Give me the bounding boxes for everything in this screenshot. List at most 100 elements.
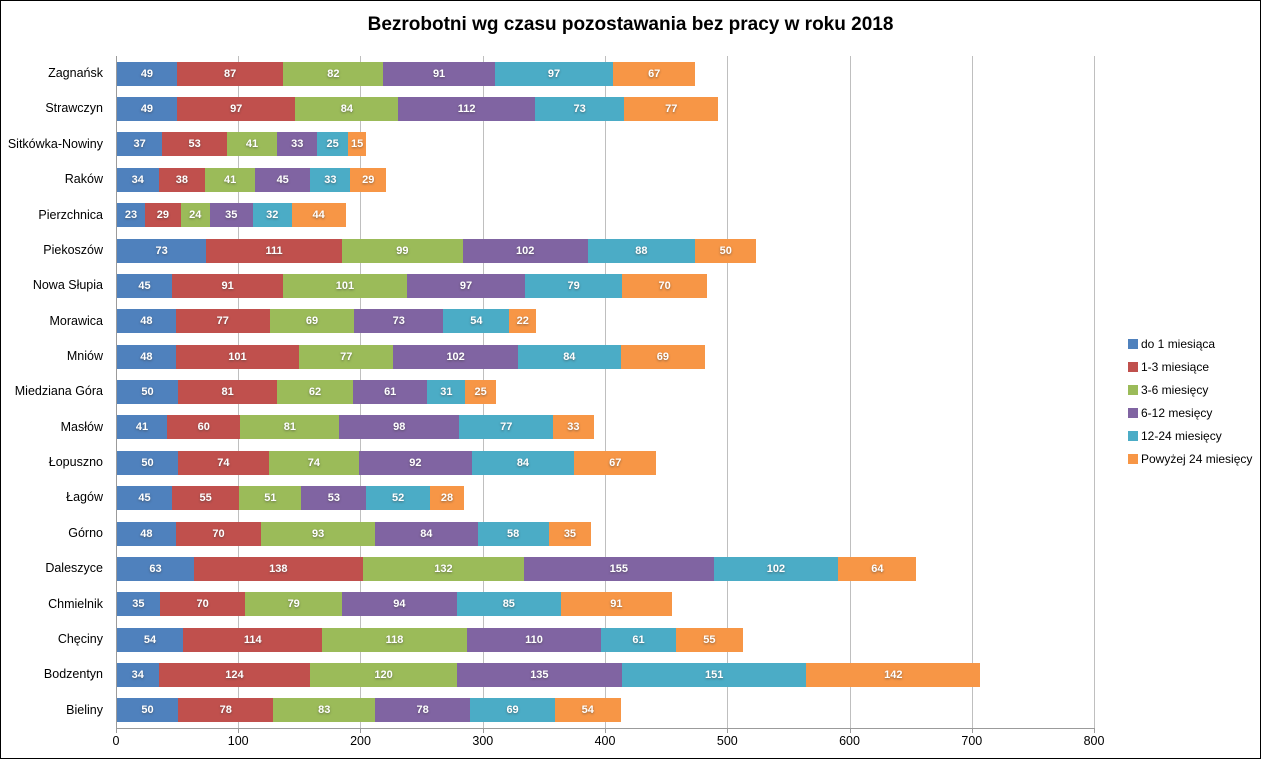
bar-segment: 62 (277, 380, 353, 404)
category-axis: Zagnańsk Strawczyn Sitkówka-Nowiny Raków Pie… (1, 56, 110, 728)
legend-swatch (1128, 384, 1138, 395)
legend-swatch (1128, 453, 1138, 464)
bar-segment: 35 (548, 521, 592, 546)
bar-segment: 91 (172, 273, 284, 298)
gridline (605, 56, 606, 728)
bar-segment: 45 (117, 273, 172, 298)
legend-item: 3-6 miesięcy (1128, 378, 1252, 401)
bar-segment: 54 (443, 309, 510, 334)
bar-segment: 79 (525, 273, 622, 298)
bar-segment: 82 (283, 61, 384, 86)
legend-swatch (1128, 430, 1138, 441)
bar-segment: 25 (317, 132, 348, 157)
legend-swatch (1128, 407, 1138, 418)
bar-segment: 87 (176, 61, 284, 86)
legend-label: 1-3 miesiące (1141, 359, 1210, 374)
bar-row: 34 38 41 45 33 29 (117, 167, 386, 192)
axis-tickmark (238, 728, 239, 733)
bar-row: 23 29 24 35 32 44 (117, 203, 346, 228)
bar-segment: 69 (269, 309, 355, 334)
bar-row: 63 138 132 155 102 64 (117, 556, 917, 581)
bar-segment: 102 (462, 238, 588, 263)
bar-segment: 33 (277, 132, 318, 157)
bar-segment: 48 (117, 344, 176, 369)
bar-segment: 31 (427, 380, 466, 404)
bar-segment: 77 (459, 415, 554, 440)
bar-segment: 15 (347, 132, 367, 157)
bar-segment: 41 (117, 415, 168, 440)
category-label: Masłów (60, 419, 103, 434)
bar-segment: 23 (117, 203, 146, 228)
bar-segment: 29 (145, 203, 181, 228)
legend-label: 3-6 miesięcy (1141, 382, 1209, 397)
bar-segment: 97 (176, 97, 296, 122)
legend-label: do 1 miesiąca (1141, 336, 1216, 351)
bar-segment: 97 (406, 273, 526, 298)
category-label: Górno (68, 525, 103, 540)
chart-title: Bezrobotni wg czasu pozostawania bez pra… (367, 14, 894, 35)
category-label: Bodzentyn (43, 667, 103, 682)
category-label: Piekoszów (43, 242, 103, 257)
x-tick-label: 500 (716, 734, 738, 748)
bar-segment: 93 (261, 521, 375, 546)
bar-segment: 99 (341, 238, 463, 263)
bar-segment: 151 (621, 662, 807, 687)
gridline (972, 56, 973, 728)
bar-segment: 81 (178, 380, 278, 404)
x-tick-label: 300 (472, 734, 494, 748)
bar-row: 34 124 120 135 151 142 (117, 662, 981, 687)
bar-segment: 112 (398, 97, 536, 122)
category-label: Zagnańsk (48, 66, 103, 80)
axis-tickmark (1094, 728, 1095, 733)
bar-segment: 44 (291, 203, 346, 228)
bar-segment: 52 (366, 486, 430, 511)
bar-segment: 79 (245, 592, 342, 617)
legend-swatch (1128, 361, 1138, 372)
legend-swatch (1128, 338, 1138, 349)
bar-segment: 77 (299, 344, 394, 369)
bar-segment: 67 (613, 61, 696, 86)
category-label: Chęciny (57, 631, 103, 646)
bar-segment: 35 (209, 203, 253, 228)
bar-segment: 69 (620, 344, 706, 369)
bar-segment: 70 (621, 273, 708, 298)
bar-segment: 63 (117, 556, 194, 581)
bar-segment: 101 (175, 344, 300, 369)
bar-segment: 49 (117, 61, 177, 86)
category-label: Łopuszno (48, 455, 103, 470)
category-label: Raków (64, 172, 103, 187)
bar-segment: 49 (117, 97, 177, 122)
bar-segment: 102 (393, 344, 518, 369)
bar-segment: 73 (117, 238, 207, 263)
axis-tickmark (605, 728, 606, 733)
bar-segment: 51 (239, 486, 302, 511)
x-tick-label: 600 (839, 734, 860, 748)
x-tick-label: 0 (112, 734, 120, 748)
bar-segment: 48 (117, 309, 176, 334)
gridline (727, 56, 728, 728)
legend-item: do 1 miesiąca (1128, 332, 1252, 355)
bar-segment: 54 (117, 627, 183, 652)
category-label: Łagów (66, 490, 103, 505)
bar-segment: 29 (350, 167, 386, 192)
axis-tickmark (483, 728, 484, 733)
bar-segment: 54 (554, 698, 621, 723)
bar-row: 35 70 79 94 85 91 (117, 592, 672, 617)
bar-segment: 25 (465, 380, 496, 404)
category-label: Mniów (66, 348, 103, 363)
bar-row: 45 91 101 97 79 70 (117, 273, 708, 298)
bar-segment: 55 (172, 486, 240, 511)
category-label: Morawica (49, 313, 104, 328)
category-label: Bieliny (66, 702, 103, 717)
bar-segment: 61 (352, 380, 428, 404)
bar-row: 50 78 83 78 69 54 (117, 698, 621, 723)
bar-segment: 120 (310, 662, 457, 687)
bar-segment: 37 (117, 132, 163, 157)
bar-segment: 101 (283, 273, 407, 298)
bar-segment: 94 (341, 592, 457, 617)
bar-row: 41 60 81 98 77 33 (117, 415, 594, 440)
bar-segment: 45 (117, 486, 172, 511)
bar-segment: 55 (675, 627, 743, 652)
bar-segment: 33 (310, 167, 351, 192)
